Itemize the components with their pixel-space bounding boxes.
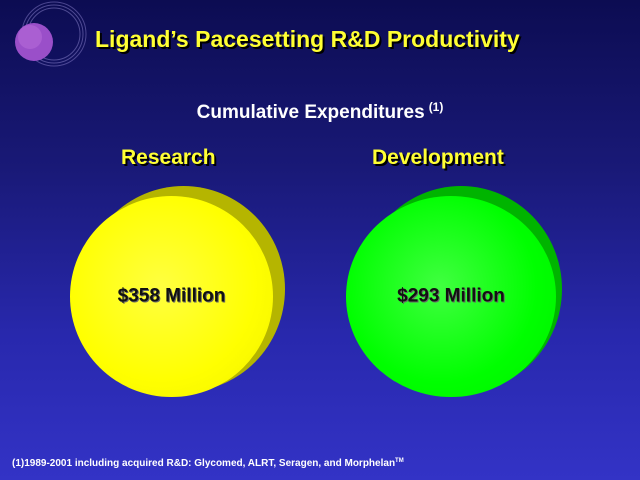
research-heading: Research xyxy=(121,146,216,169)
development-value: $293 Million xyxy=(397,285,505,307)
development-heading: Development xyxy=(372,146,504,169)
development-disc: $293 Million xyxy=(346,196,556,397)
footnote-text: (1)1989-2001 including acquired R&D: Gly… xyxy=(12,458,396,469)
slide-title: Ligand’s Pacesetting R&D Productivity xyxy=(95,26,520,52)
footnote: (1)1989-2001 including acquired R&D: Gly… xyxy=(12,458,404,469)
subtitle-text: Cumulative Expenditures xyxy=(196,102,425,123)
research-value: $358 Million xyxy=(117,285,226,307)
company-logo-icon xyxy=(15,1,87,67)
slide-subtitle: Cumulative Expenditures (1) xyxy=(0,100,640,124)
subtitle-footnote-marker: (1) xyxy=(428,100,444,114)
research-disc: $358 Million xyxy=(70,196,273,397)
trademark-mark: TM xyxy=(395,458,404,464)
